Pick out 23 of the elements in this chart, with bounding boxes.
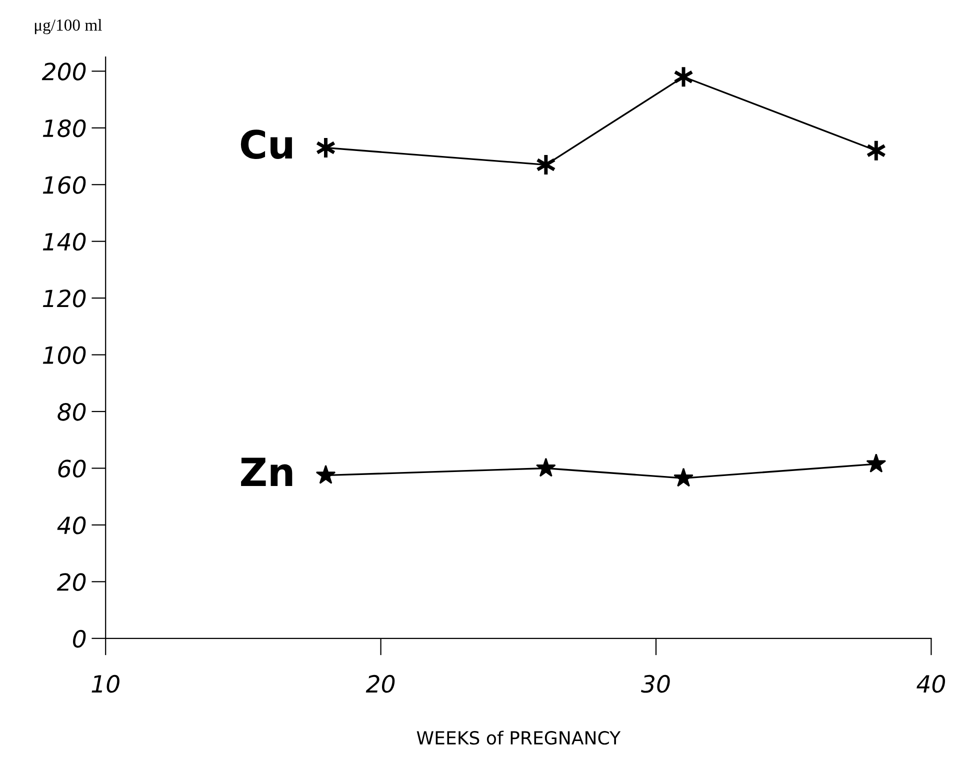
y-tick-label: 120 — [42, 290, 86, 308]
x-tick-label: 20 — [366, 674, 395, 693]
y-tick-label: 160 — [42, 176, 86, 194]
x-tick-label: 40 — [916, 674, 946, 693]
y-tick-label: 140 — [42, 232, 86, 251]
series-label: Cu — [240, 130, 292, 160]
x-tick-label: 10 — [92, 674, 120, 693]
series-label: Zn — [241, 458, 292, 486]
y-axis-title: μg/100 ml — [34, 19, 102, 34]
y-tick-label: 100 — [42, 346, 86, 364]
point — [866, 454, 886, 473]
y-tick-label: 0 — [73, 630, 86, 648]
y-tick-label: 20 — [56, 573, 86, 591]
point — [674, 468, 694, 487]
y-tick-label: 60 — [58, 460, 86, 478]
y-tick-label: 180 — [42, 119, 86, 138]
point — [536, 458, 556, 477]
y-tick-label: 80 — [58, 402, 86, 421]
y-tick-label: 200 — [42, 62, 86, 80]
x-tick-label: 30 — [641, 674, 670, 693]
point — [316, 464, 336, 484]
y-tick-label: 40 — [57, 516, 86, 534]
x-axis-title: WEEKS of PREGNANCY — [416, 730, 621, 745]
